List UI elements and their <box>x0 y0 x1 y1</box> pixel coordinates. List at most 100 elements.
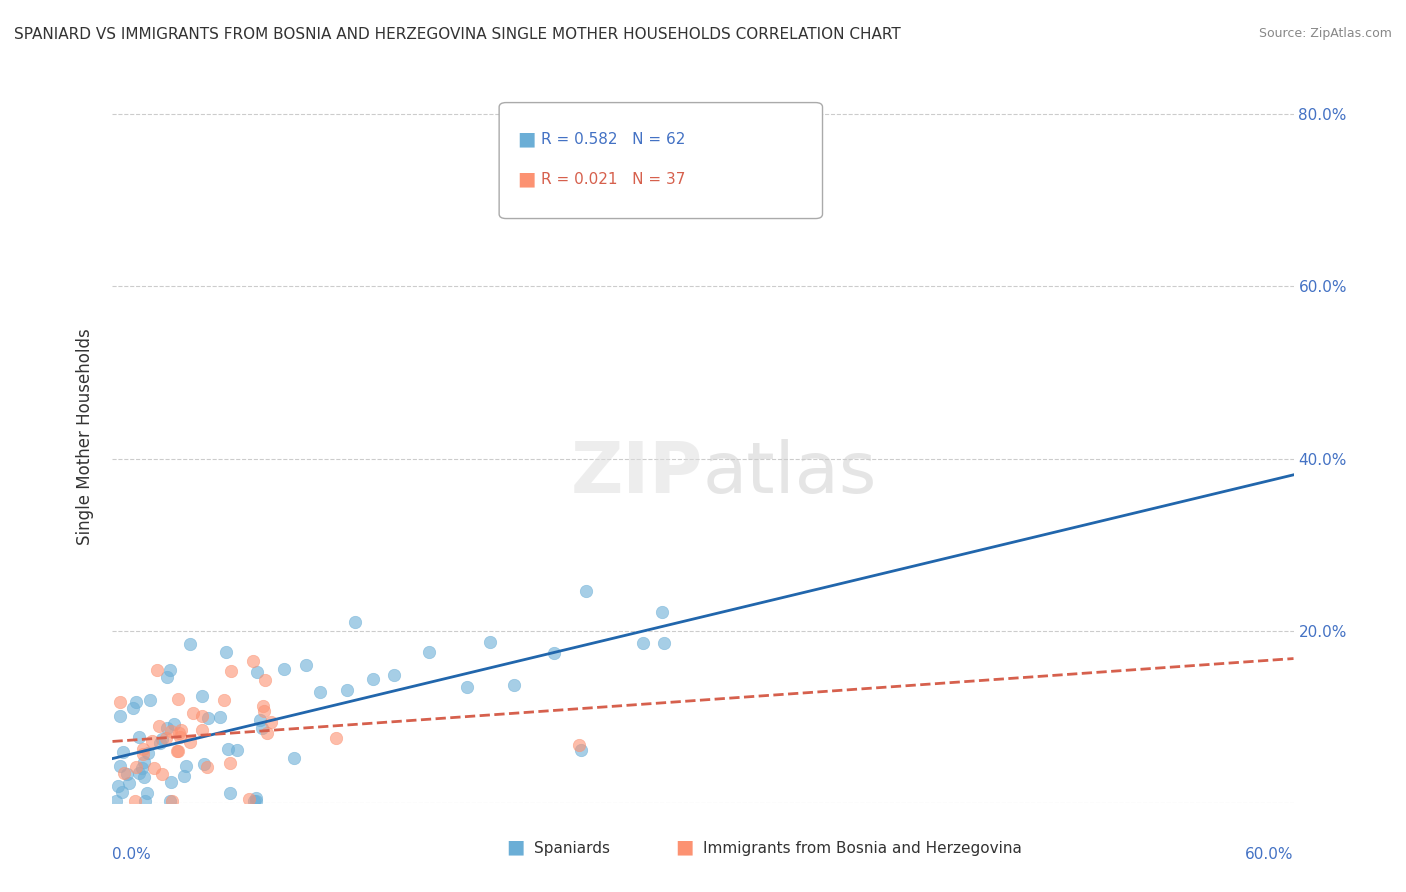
Point <box>256 725 278 739</box>
Point <box>115 767 138 781</box>
Point <box>253 673 276 688</box>
Point <box>160 723 183 738</box>
Point <box>479 635 502 649</box>
Point <box>456 680 478 694</box>
Point <box>132 770 155 784</box>
Point <box>167 691 190 706</box>
Point <box>169 723 191 737</box>
Point <box>108 708 131 723</box>
Point <box>108 759 131 773</box>
Point <box>543 646 565 660</box>
Point <box>238 792 260 806</box>
Point <box>166 744 188 758</box>
Text: atlas: atlas <box>703 439 877 508</box>
Point <box>252 699 274 714</box>
Point <box>162 794 184 808</box>
Point <box>382 668 405 682</box>
Point <box>135 786 157 800</box>
Point <box>142 760 165 774</box>
Point <box>160 775 183 789</box>
Point <box>250 721 273 735</box>
Point <box>418 645 440 659</box>
Text: Source: ZipAtlas.com: Source: ZipAtlas.com <box>1258 27 1392 40</box>
Point <box>260 715 283 730</box>
Point <box>125 695 148 709</box>
Point <box>219 756 242 771</box>
Point <box>156 721 179 735</box>
Point <box>150 731 173 746</box>
Point <box>361 672 384 686</box>
Point <box>242 654 264 668</box>
Text: ZIP: ZIP <box>571 439 703 508</box>
Point <box>283 751 305 765</box>
Point <box>163 717 186 731</box>
Point <box>195 760 218 774</box>
Point <box>218 786 240 800</box>
Point <box>190 690 212 704</box>
Point <box>245 791 267 805</box>
Y-axis label: Single Mother Households: Single Mother Households <box>76 329 94 545</box>
Point <box>131 761 153 775</box>
Point <box>108 695 131 709</box>
Point <box>107 779 129 793</box>
Point <box>633 636 655 650</box>
Point <box>652 636 675 650</box>
Text: SPANIARD VS IMMIGRANTS FROM BOSNIA AND HERZEGOVINA SINGLE MOTHER HOUSEHOLDS CORR: SPANIARD VS IMMIGRANTS FROM BOSNIA AND H… <box>14 27 901 42</box>
Point <box>149 736 172 750</box>
Point <box>191 709 214 723</box>
Point <box>104 794 127 808</box>
Point <box>325 731 347 745</box>
Text: ■: ■ <box>517 129 536 148</box>
Text: Spaniards: Spaniards <box>534 841 610 856</box>
Point <box>167 725 190 739</box>
Point <box>132 747 155 762</box>
Point <box>118 775 141 789</box>
Point <box>167 743 190 757</box>
Point <box>503 678 526 692</box>
Point <box>249 713 271 727</box>
Point <box>193 756 215 771</box>
Point <box>215 645 238 659</box>
Text: ■: ■ <box>517 169 536 188</box>
Point <box>145 663 167 677</box>
Point <box>128 766 150 780</box>
Point <box>112 765 135 780</box>
Point <box>209 710 232 724</box>
Text: 60.0%: 60.0% <box>1246 847 1294 862</box>
Point <box>128 730 150 744</box>
Point <box>569 743 592 757</box>
Point <box>125 760 148 774</box>
Point <box>179 637 201 651</box>
Point <box>246 665 269 679</box>
Point <box>134 755 156 769</box>
Point <box>179 735 201 749</box>
Point <box>568 739 591 753</box>
Point <box>226 743 249 757</box>
Point <box>181 706 204 720</box>
Point <box>197 711 219 725</box>
Point <box>176 759 198 773</box>
Point <box>112 746 135 760</box>
Point <box>273 662 295 676</box>
Text: Immigrants from Bosnia and Herzegovina: Immigrants from Bosnia and Herzegovina <box>703 841 1022 856</box>
Point <box>343 615 366 629</box>
Point <box>212 692 235 706</box>
Point <box>156 670 179 684</box>
Text: ■: ■ <box>506 838 524 856</box>
Point <box>111 785 134 799</box>
Point <box>134 794 156 808</box>
Point <box>155 731 177 746</box>
Point <box>575 584 598 599</box>
Point <box>124 794 146 808</box>
Point <box>122 700 145 714</box>
Point <box>295 658 318 673</box>
Point <box>221 664 243 678</box>
Point <box>217 742 239 756</box>
Point <box>148 719 170 733</box>
Text: 0.0%: 0.0% <box>112 847 152 862</box>
Point <box>191 723 214 737</box>
Point <box>308 685 330 699</box>
Point <box>253 704 276 718</box>
Point <box>169 730 191 744</box>
Point <box>141 734 163 748</box>
